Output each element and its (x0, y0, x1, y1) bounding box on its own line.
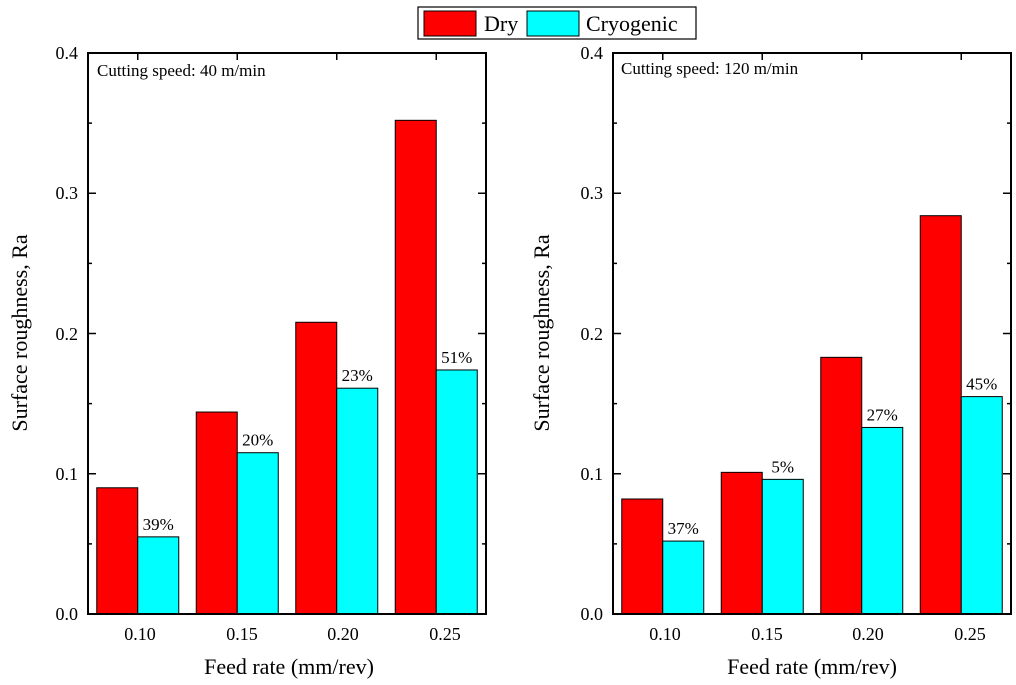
plot-frame-right (612, 52, 1012, 615)
y-tick-label-left-2: 0.2 (56, 324, 79, 344)
y-tick-label-right-0: 0.0 (581, 604, 604, 624)
bar-dry-right-0 (621, 498, 664, 615)
x-tick-label-right-3: 0.25 (954, 624, 986, 644)
y-axis-title-left: Surface roughness, Ra (7, 234, 32, 432)
bar-dry-left-0 (96, 487, 139, 615)
data-label-left-3: 51% (441, 348, 472, 367)
y-tick-label-right-3: 0.3 (581, 183, 604, 203)
x-tick-label-left-3: 0.25 (429, 624, 461, 644)
data-label-right-1: 5% (771, 457, 794, 476)
y-tick-label-left-1: 0.1 (56, 464, 79, 484)
bar-dry-left-2 (295, 321, 338, 615)
bar-dry-right-1 (720, 471, 763, 615)
x-tick-label-left-1: 0.15 (226, 624, 258, 644)
bar-cryogenic-left-2 (336, 387, 379, 615)
y-tick-label-left-4: 0.4 (56, 43, 79, 63)
bar-cryogenic-left-0 (137, 536, 180, 615)
bar-cryogenic-left-3 (435, 369, 478, 615)
data-label-right-3: 45% (966, 375, 997, 394)
bar-cryogenic-right-0 (662, 540, 705, 615)
bar-cryogenic-right-2 (861, 426, 904, 615)
chart-marks-left: 39% 20% 23% 51% (88, 52, 486, 615)
bar-dry-left-1 (195, 411, 238, 615)
data-label-left-2: 23% (342, 366, 373, 385)
bar-cryogenic-left-1 (236, 452, 279, 615)
x-tick-label-right-2: 0.20 (852, 624, 884, 644)
legend-label-cryogenic: Cryogenic (586, 11, 678, 36)
annotation-cutting-speed-left: Cutting speed: 40 m/min (97, 61, 266, 80)
chart-marks-right: 37% 5% 27% 45% (613, 52, 1011, 615)
bar-dry-right-3 (919, 215, 962, 615)
x-tick-label-right-0: 0.10 (649, 624, 681, 644)
y-tick-label-right-2: 0.2 (581, 324, 604, 344)
annotation-cutting-speed-right: Cutting speed: 120 m/min (621, 59, 799, 78)
bar-dry-left-3 (394, 119, 437, 615)
x-tick-label-left-0: 0.10 (124, 624, 156, 644)
legend: Dry Cryogenic (417, 6, 697, 40)
x-axis-title-left: Feed rate (mm/rev) (204, 654, 374, 679)
data-label-left-0: 39% (143, 515, 174, 534)
legend-swatch-cryogenic (526, 10, 580, 37)
legend-label-dry: Dry (484, 11, 518, 36)
x-tick-label-right-1: 0.15 (751, 624, 783, 644)
x-tick-label-left-2: 0.20 (327, 624, 359, 644)
y-axis-title-right: Surface roughness, Ra (529, 234, 554, 432)
plot-frame-left (87, 52, 487, 615)
y-tick-label-right-1: 0.1 (581, 464, 604, 484)
bar-dry-right-2 (820, 356, 863, 615)
y-tick-label-right-4: 0.4 (581, 43, 604, 63)
data-label-left-1: 20% (242, 431, 273, 450)
x-axis-title-right: Feed rate (mm/rev) (727, 654, 897, 679)
data-label-right-0: 37% (668, 519, 699, 538)
bar-cryogenic-right-3 (960, 396, 1003, 615)
bar-cryogenic-right-1 (761, 478, 804, 615)
chart-panel-left: 39% 20% 23% 51% Cutting speed: 40 m/min Sur… (7, 43, 487, 679)
y-tick-label-left-3: 0.3 (56, 183, 79, 203)
data-label-right-2: 27% (867, 405, 898, 424)
chart-panel-right: 37% 5% 27% 45% Cutting speed: 120 m/min Sur… (529, 43, 1012, 679)
legend-swatch-dry (423, 10, 477, 37)
y-tick-label-left-0: 0.0 (56, 604, 79, 624)
